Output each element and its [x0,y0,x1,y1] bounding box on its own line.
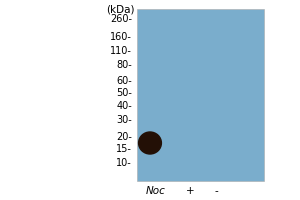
Bar [136,9,264,181]
Ellipse shape [139,132,161,154]
Text: 15-: 15- [116,144,132,154]
Text: 30-: 30- [116,115,132,125]
Text: (kDa): (kDa) [106,5,135,15]
Text: 60-: 60- [116,76,132,86]
Text: 50-: 50- [116,88,132,98]
Text: Noc: Noc [146,186,166,196]
Text: +: + [186,186,195,196]
Text: 160-: 160- [110,32,132,42]
Text: 260-: 260- [110,14,132,24]
Text: 110-: 110- [110,46,132,56]
Text: 10-: 10- [116,158,132,168]
Text: 20-: 20- [116,132,132,142]
Text: 40-: 40- [116,101,132,111]
Text: 80-: 80- [116,60,132,70]
Text: -: - [214,186,218,196]
